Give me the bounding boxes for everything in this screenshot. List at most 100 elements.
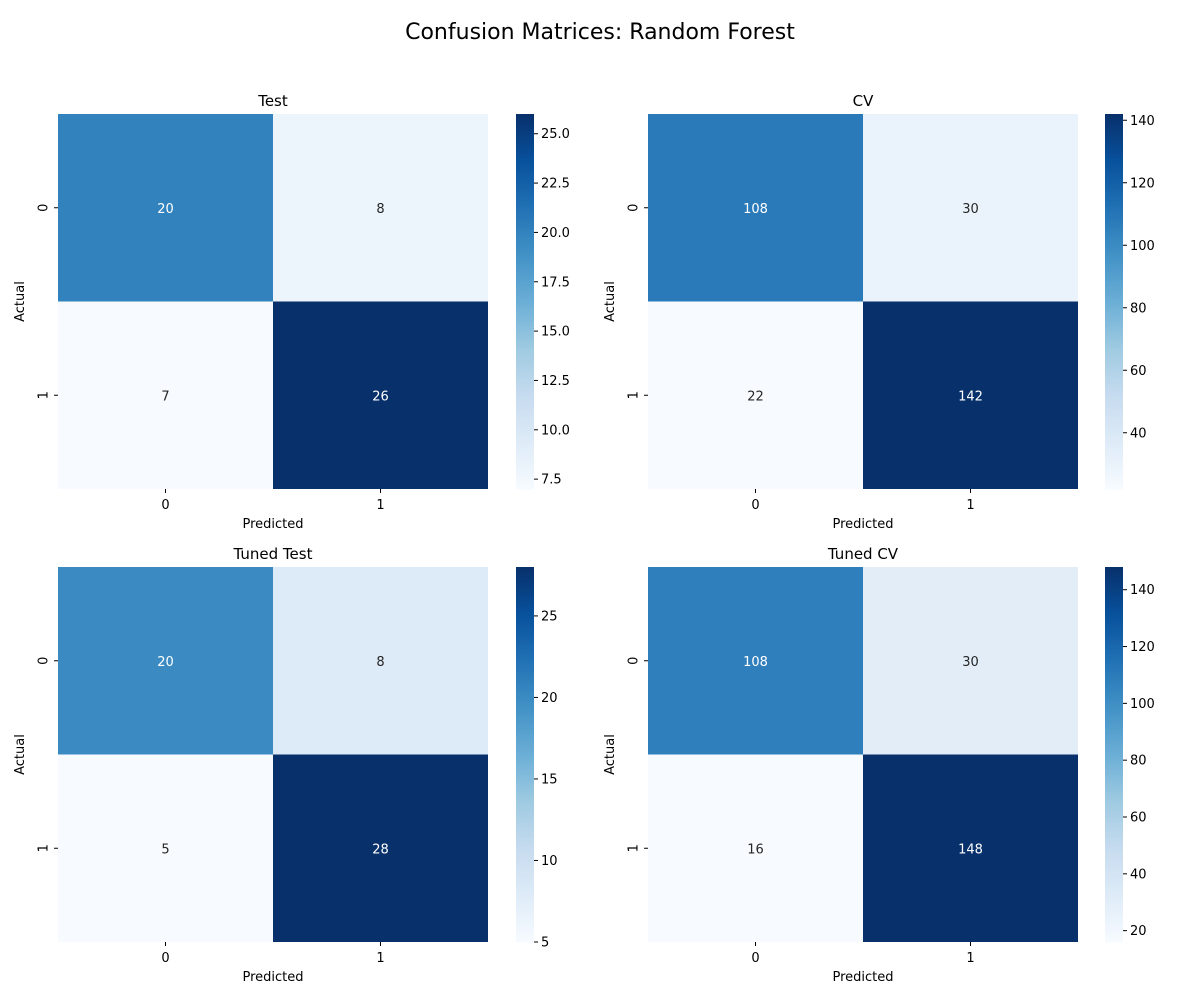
colorbar-segment bbox=[1105, 617, 1123, 621]
colorbar-segment bbox=[516, 892, 534, 896]
colorbar-segment bbox=[1105, 737, 1123, 741]
colorbar-segment bbox=[1105, 632, 1123, 636]
colorbar-segment bbox=[1105, 639, 1123, 643]
colorbar-segment bbox=[516, 739, 534, 743]
colorbar-segment bbox=[516, 339, 534, 343]
colorbar-segment bbox=[1105, 739, 1123, 743]
colorbar-segment bbox=[1105, 279, 1123, 283]
colorbar-segment bbox=[516, 326, 534, 330]
cell-value-label: 16 bbox=[747, 842, 764, 857]
colorbar-segment bbox=[1105, 582, 1123, 586]
colorbar-segment bbox=[1105, 144, 1123, 148]
colorbar-segment bbox=[516, 186, 534, 190]
colorbar-segment bbox=[1105, 699, 1123, 703]
colorbar-segment bbox=[1105, 677, 1123, 681]
colorbar-segment bbox=[1105, 812, 1123, 816]
colorbar-segment bbox=[1105, 116, 1123, 120]
colorbar-segment bbox=[1105, 156, 1123, 160]
x-tick-label: 1 bbox=[376, 951, 384, 966]
colorbar-segment bbox=[1105, 354, 1123, 358]
colorbar-segment bbox=[1105, 809, 1123, 813]
colorbar-segment bbox=[516, 909, 534, 913]
colorbar-segment bbox=[516, 827, 534, 831]
colorbar-segment bbox=[1105, 627, 1123, 631]
colorbar-segment bbox=[516, 136, 534, 140]
colorbar-segment bbox=[516, 271, 534, 275]
colorbar-segment bbox=[516, 797, 534, 801]
colorbar-segment bbox=[516, 717, 534, 721]
colorbar-segment bbox=[1105, 289, 1123, 293]
colorbar-segment bbox=[516, 667, 534, 671]
colorbar-segment bbox=[1105, 572, 1123, 576]
colorbar-segment bbox=[1105, 171, 1123, 175]
colorbar-segment bbox=[516, 304, 534, 308]
colorbar-segment bbox=[1105, 461, 1123, 465]
colorbar-segment bbox=[1105, 311, 1123, 315]
colorbar-segment bbox=[1105, 844, 1123, 848]
colorbar-segment bbox=[516, 837, 534, 841]
colorbar-segment bbox=[516, 642, 534, 646]
colorbar-segment bbox=[516, 704, 534, 708]
colorbar-segment bbox=[516, 164, 534, 168]
colorbar-segment bbox=[516, 346, 534, 350]
colorbar-segment bbox=[1105, 179, 1123, 183]
colorbar-segment bbox=[516, 927, 534, 931]
colorbar-segment bbox=[1105, 234, 1123, 238]
heatmap-cell bbox=[863, 567, 1078, 755]
colorbar-segment bbox=[1105, 434, 1123, 438]
colorbar-segment bbox=[1105, 181, 1123, 185]
colorbar-segment bbox=[1105, 224, 1123, 228]
x-axis-label: Predicted bbox=[242, 517, 303, 532]
colorbar-segment bbox=[1105, 176, 1123, 180]
colorbar-segment bbox=[516, 284, 534, 288]
colorbar-segment bbox=[516, 366, 534, 370]
colorbar-segment bbox=[516, 702, 534, 706]
colorbar-segment bbox=[516, 324, 534, 328]
colorbar-segment bbox=[516, 622, 534, 626]
colorbar-segment bbox=[1105, 269, 1123, 273]
colorbar-segment bbox=[516, 862, 534, 866]
colorbar-segment bbox=[1105, 131, 1123, 135]
colorbar-segment bbox=[1105, 804, 1123, 808]
colorbar-segment bbox=[516, 729, 534, 733]
colorbar-segment bbox=[516, 712, 534, 716]
colorbar-segment bbox=[516, 897, 534, 901]
colorbar-segment bbox=[516, 804, 534, 808]
colorbar-segment bbox=[516, 361, 534, 365]
colorbar-segment bbox=[1105, 284, 1123, 288]
colorbar-segment bbox=[1105, 592, 1123, 596]
colorbar-segment bbox=[1105, 456, 1123, 460]
y-axis-label: Actual bbox=[603, 281, 618, 322]
heatmap-cell bbox=[273, 754, 488, 942]
colorbar-segment bbox=[1105, 857, 1123, 861]
colorbar-segment bbox=[516, 599, 534, 603]
colorbar-segment bbox=[1105, 907, 1123, 911]
colorbar-segment bbox=[516, 416, 534, 420]
colorbar-segment bbox=[1105, 832, 1123, 836]
colorbar-segment bbox=[1105, 471, 1123, 475]
colorbar-segment bbox=[516, 619, 534, 623]
colorbar-segment bbox=[1105, 637, 1123, 641]
colorbar-segment bbox=[1105, 189, 1123, 193]
colorbar-segment bbox=[516, 689, 534, 693]
colorbar-segment bbox=[1105, 304, 1123, 308]
colorbar-segment bbox=[516, 609, 534, 613]
colorbar-segment bbox=[516, 757, 534, 761]
colorbar-segment bbox=[516, 772, 534, 776]
colorbar-segment bbox=[516, 134, 534, 138]
colorbar-segment bbox=[516, 887, 534, 891]
heatmap-cell bbox=[58, 114, 273, 302]
heatmap-cell bbox=[273, 301, 488, 489]
colorbar-segment bbox=[516, 697, 534, 701]
colorbar-segment bbox=[1105, 249, 1123, 253]
colorbar-segment bbox=[1105, 897, 1123, 901]
colorbar-segment bbox=[1105, 219, 1123, 223]
colorbar-segment bbox=[1105, 914, 1123, 918]
colorbar-segment bbox=[1105, 749, 1123, 753]
colorbar-segment bbox=[516, 794, 534, 798]
colorbar-segment bbox=[516, 584, 534, 588]
colorbar-segment bbox=[516, 421, 534, 425]
colorbar-segment bbox=[1105, 672, 1123, 676]
colorbar-segment bbox=[1105, 126, 1123, 130]
colorbar-segment bbox=[1105, 609, 1123, 613]
